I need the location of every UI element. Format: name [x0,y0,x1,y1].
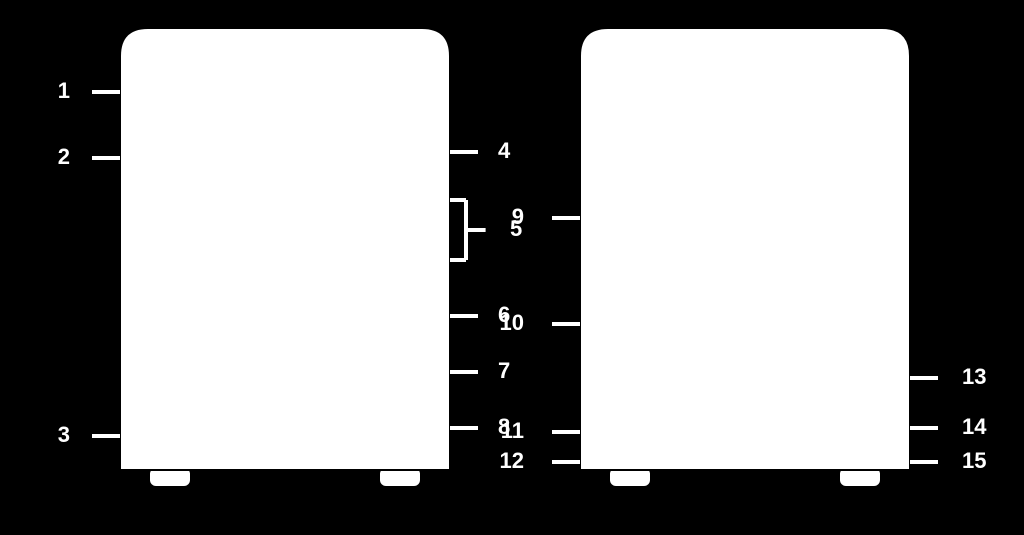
callout-label-3: 3 [58,424,70,446]
callout-label-13: 13 [962,366,986,388]
callout-label-4: 4 [498,140,510,162]
back-body [580,28,910,470]
front-body [120,28,450,470]
callout-label-11: 11 [501,420,524,442]
callout-label-15: 15 [962,450,986,472]
callout-label-7: 7 [498,360,510,382]
callout-label-1: 1 [58,80,70,102]
callout-label-2: 2 [58,146,70,168]
callout-label-12: 12 [500,450,524,472]
callout-label-10: 10 [500,312,524,334]
callout-label-14: 14 [962,416,986,438]
callout-label-9: 9 [512,206,524,228]
diagram-stage: 123456789101112131415 [0,0,1024,535]
